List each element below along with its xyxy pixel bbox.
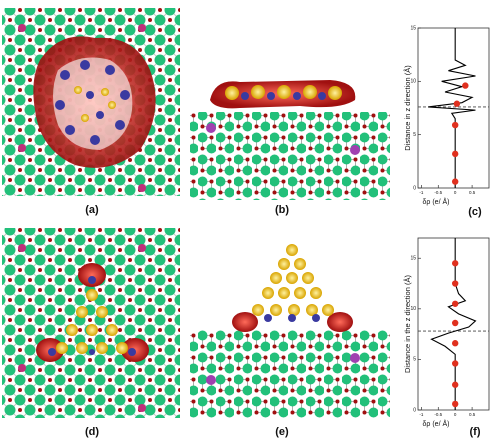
x-axis-label: δρ (e/ Å) [423,197,450,206]
atom-dot [462,82,468,88]
figure: (a) (b) (d) (e) 051015-1-0.500.5Distance… [0,0,493,440]
atom-dot [452,360,458,366]
x-tick-label: 0.5 [469,190,476,195]
x-tick-label: 0.5 [469,412,476,417]
atom-dot [452,178,458,184]
x-tick-label: -0.5 [434,190,442,195]
atom-dot [452,340,458,346]
plot-frame [418,28,489,188]
atom-dot [452,122,458,128]
x-axis-label: δρ (e/ Å) [423,419,450,428]
atom-dot [452,401,458,407]
atom-dot [454,101,460,107]
x-tick-label: -1 [419,412,423,417]
x-tick-label: -1 [419,190,423,195]
panel-a-structure [2,8,180,196]
x-tick-label: 0 [454,190,457,195]
x-tick-label: 0 [454,412,457,417]
panel-e-structure [190,244,390,418]
atom-dot [452,280,458,286]
panel-label: (a) [85,204,99,216]
panel-label: (f) [470,426,481,438]
y-tick-label: 5 [413,132,416,138]
y-axis-label: Distance in the z direction (Å) [403,275,412,373]
x-tick-label: -0.5 [434,412,442,417]
panel-b-structure [190,80,390,200]
panel-label: (e) [275,426,289,438]
y-tick-label: 15 [410,256,416,262]
atom-dot [452,320,458,326]
y-tick-label: 0 [413,407,416,413]
panel-label: (c) [468,206,482,218]
panel-d-structure [2,228,180,418]
panel-label: (d) [85,426,99,438]
y-tick-label: 15 [410,25,416,31]
y-tick-label: 5 [413,357,416,363]
atom-dot [452,151,458,157]
y-axis-label: Distance in z direction (Å) [403,65,412,151]
atom-dot [452,301,458,307]
atom-dot [452,382,458,388]
y-tick-label: 0 [413,185,416,191]
panel-label: (b) [275,204,289,216]
atom-dot [452,260,458,266]
